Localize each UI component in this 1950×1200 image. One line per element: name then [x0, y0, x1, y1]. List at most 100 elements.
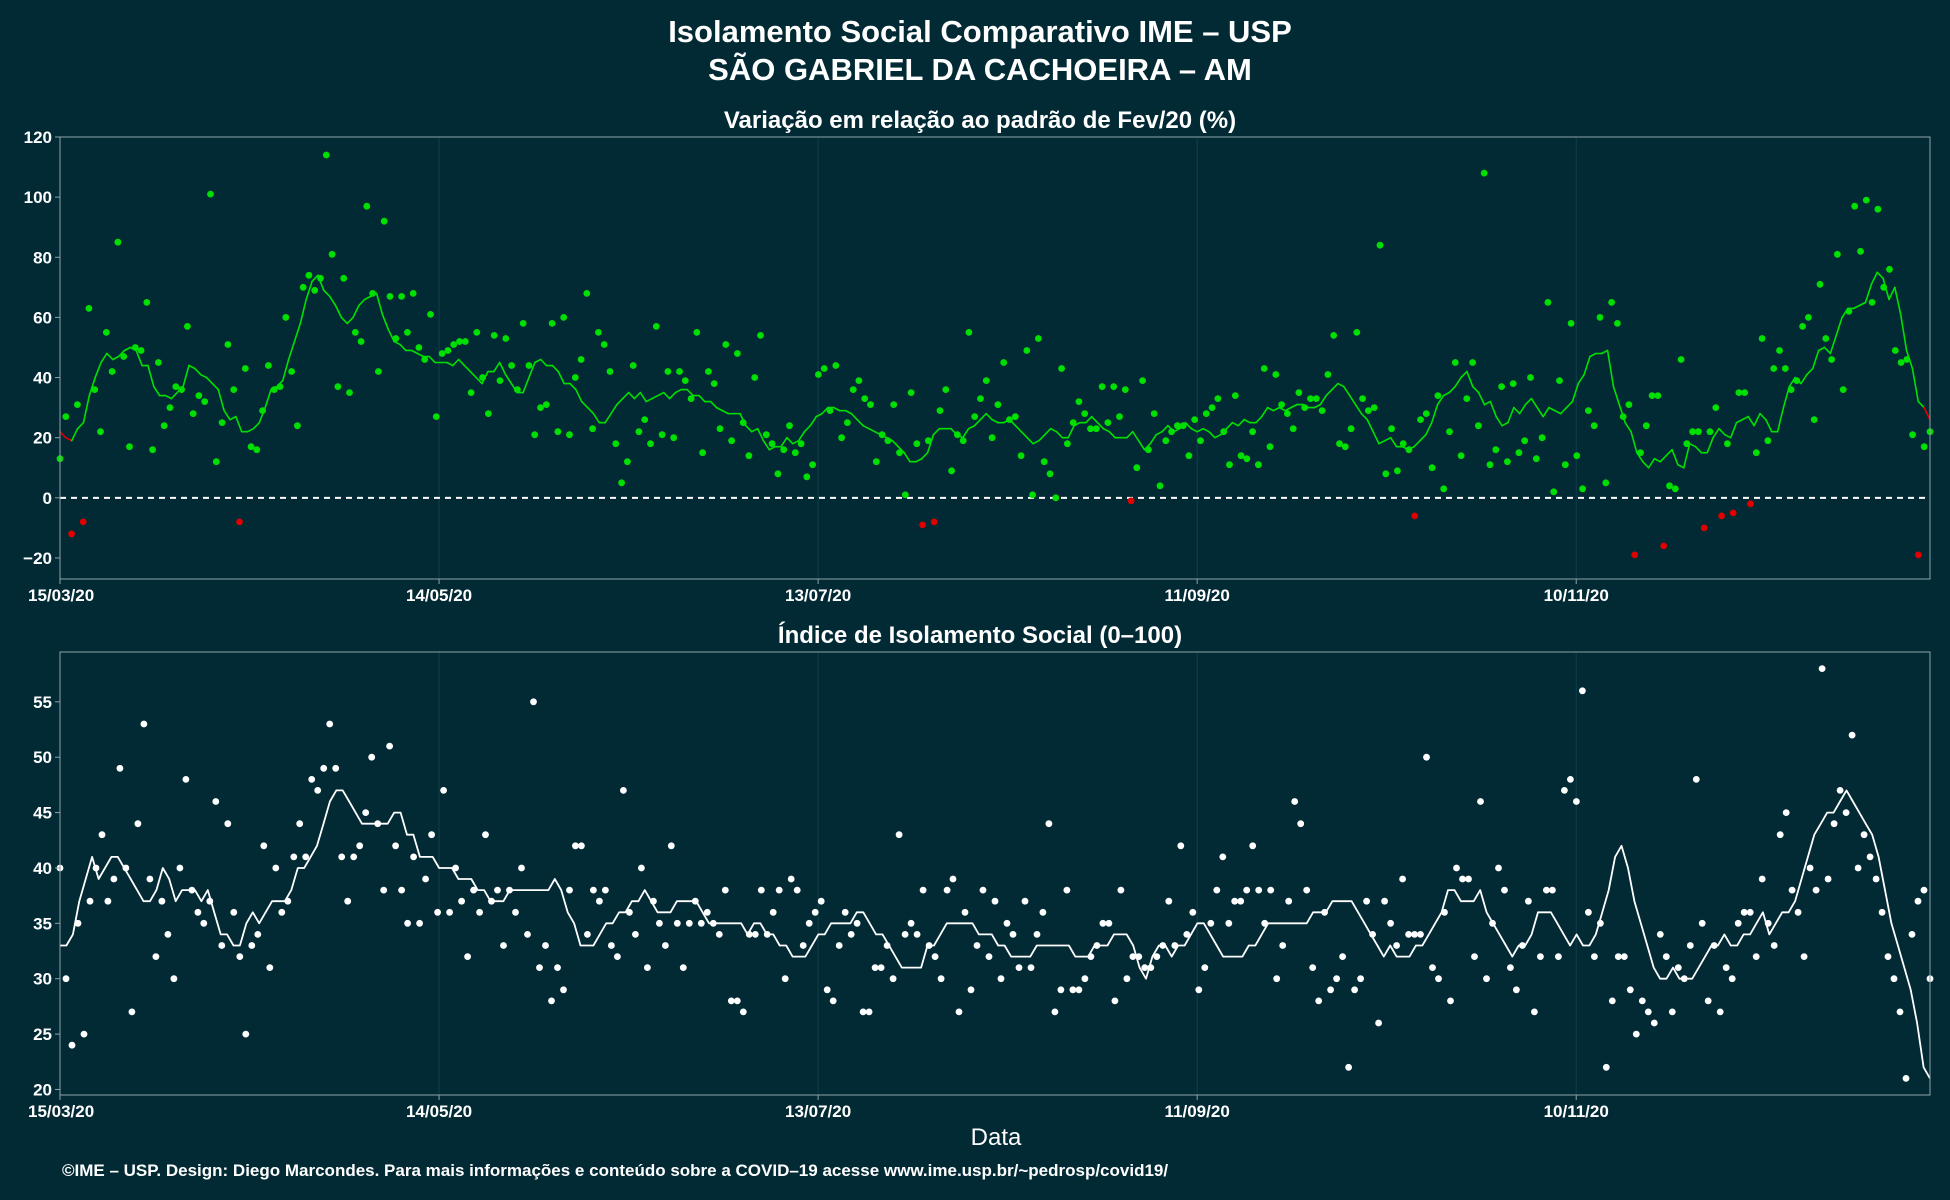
- moving-average-segment: [750, 427, 759, 433]
- data-point: [919, 886, 927, 894]
- data-point: [826, 407, 834, 414]
- data-point: [494, 886, 501, 894]
- moving-average-segment: [1331, 382, 1339, 391]
- data-point: [817, 897, 825, 905]
- data-point: [1794, 908, 1802, 916]
- data-point: [1429, 964, 1436, 971]
- data-point: [1914, 897, 1922, 905]
- moving-average-segment: [551, 364, 560, 373]
- data-point: [1818, 665, 1826, 672]
- data-point: [1307, 395, 1314, 402]
- data-point: [1133, 464, 1141, 472]
- data-point: [266, 964, 274, 971]
- data-point: [1033, 931, 1041, 938]
- data-point: [1782, 809, 1790, 816]
- data-point: [1023, 347, 1031, 354]
- data-point: [305, 271, 313, 279]
- moving-average-segment: [1389, 436, 1398, 448]
- data-point: [618, 479, 625, 487]
- moving-average-segment: [557, 370, 565, 385]
- moving-average-segment: [1020, 430, 1029, 439]
- data-point: [844, 419, 851, 426]
- data-point: [1471, 953, 1478, 960]
- moving-average-segment: [1372, 430, 1380, 445]
- data-point: [224, 341, 232, 348]
- data-point: [589, 425, 596, 433]
- moving-average-segment: [651, 394, 659, 400]
- data-point: [1897, 359, 1905, 366]
- data-point: [444, 347, 452, 354]
- data-point: [1027, 964, 1035, 971]
- data-point: [189, 410, 197, 417]
- data-point: [536, 964, 543, 971]
- data-point: [768, 440, 776, 448]
- data-point: [847, 931, 855, 938]
- moving-average-segment: [1454, 376, 1462, 388]
- data-point: [1303, 886, 1311, 894]
- data-point: [404, 329, 411, 336]
- data-point: [1336, 440, 1343, 448]
- data-point: [1677, 356, 1685, 363]
- moving-average-segment: [850, 412, 859, 421]
- data-point: [829, 997, 837, 1005]
- data-point: [1706, 428, 1714, 436]
- x-tick-label: 11/09/20: [1165, 1102, 1230, 1121]
- moving-average-segment: [645, 397, 653, 403]
- moving-average-segment: [182, 364, 190, 388]
- moving-average-segment: [1759, 412, 1767, 421]
- data-point: [1381, 897, 1388, 905]
- data-point: [1532, 455, 1540, 463]
- data-point: [62, 975, 70, 983]
- data-point: [1255, 461, 1262, 469]
- data-point: [1434, 392, 1442, 399]
- y-tick-label: 80: [33, 248, 52, 267]
- data-point: [1081, 975, 1089, 983]
- data-point: [769, 908, 777, 916]
- data-point: [733, 997, 741, 1005]
- data-point: [716, 425, 724, 433]
- moving-average-segment: [915, 457, 923, 463]
- data-point: [1573, 452, 1581, 460]
- moving-average-segment: [621, 391, 630, 400]
- moving-average-segment: [698, 394, 706, 403]
- data-point: [1776, 347, 1783, 354]
- data-point: [172, 383, 180, 390]
- data-point: [1353, 329, 1361, 336]
- data-point: [512, 908, 519, 916]
- data-point: [757, 886, 765, 894]
- data-point: [699, 449, 706, 457]
- data-point: [1345, 1063, 1352, 1071]
- data-point: [1081, 410, 1089, 417]
- data-point: [1357, 975, 1364, 983]
- data-point: [195, 392, 203, 399]
- data-point: [907, 919, 915, 927]
- data-point: [1648, 392, 1656, 399]
- data-point: [1710, 942, 1718, 949]
- data-point: [662, 942, 669, 949]
- moving-average-segment: [229, 415, 237, 421]
- data-point: [178, 386, 186, 393]
- data-point: [1285, 897, 1293, 905]
- x-tick-label: 14/05/20: [406, 1102, 472, 1121]
- data-point: [296, 820, 304, 828]
- data-point: [1602, 479, 1610, 487]
- data-point: [1495, 864, 1502, 872]
- data-point: [164, 931, 172, 938]
- moving-average-segment: [334, 304, 343, 319]
- moving-average-line: [60, 789, 1931, 1079]
- y-tick-label: 55: [33, 693, 52, 712]
- moving-average-segment: [135, 349, 143, 367]
- data-point: [734, 350, 741, 357]
- moving-average-segment: [1442, 391, 1451, 397]
- data-point: [230, 908, 238, 916]
- data-point: [1063, 886, 1071, 894]
- data-point: [709, 919, 717, 927]
- data-point: [346, 389, 353, 396]
- data-point: [1489, 919, 1496, 927]
- data-point: [1724, 440, 1731, 448]
- moving-average-segment: [768, 445, 776, 451]
- moving-average-segment: [1852, 304, 1861, 310]
- moving-average-segment: [539, 358, 548, 367]
- data-point: [650, 897, 657, 905]
